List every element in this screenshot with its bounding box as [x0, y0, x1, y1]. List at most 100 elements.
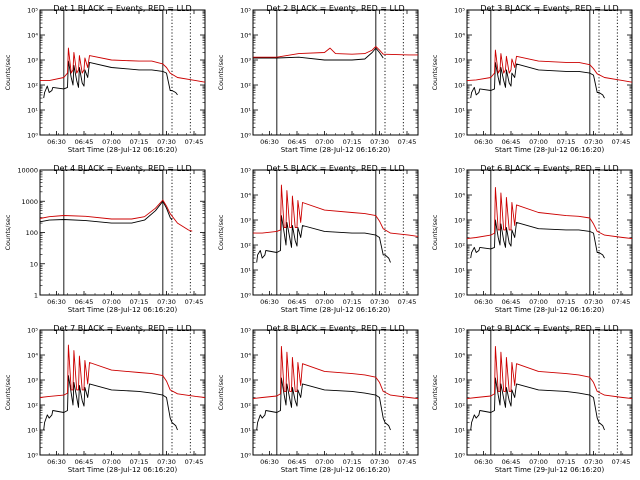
x-tick-label: 07:15 [343, 298, 362, 306]
y-tick-label: 10¹ [240, 267, 251, 275]
y-tick-label: 10⁵ [27, 7, 38, 15]
x-tick-label: 07:45 [185, 298, 204, 306]
x-tick-label: 07:15 [557, 458, 576, 466]
x-tick-label: 06:30 [474, 298, 493, 306]
x-tick-label: 06:45 [502, 298, 521, 306]
series-lld-line [466, 49, 633, 83]
y-tick-label: 10⁵ [454, 167, 465, 175]
x-tick-label: 06:30 [47, 458, 66, 466]
x-tick-label: 07:00 [102, 458, 121, 466]
y-tick-label: 10⁴ [454, 32, 465, 40]
panel-det-7: 10⁰ 10¹ 10² 10³ 10⁴ 10⁵ 06:30 06:45 07:00 07:15 07… [4, 324, 206, 474]
y-axis-label: Counts/sec [4, 214, 12, 250]
y-tick-label: 10⁰ [240, 452, 251, 460]
y-axis-label: Counts/sec [431, 54, 439, 90]
y-tick-label: 10³ [454, 377, 465, 385]
y-axis-label: Counts/sec [217, 54, 225, 90]
x-tick-label: 07:00 [529, 298, 548, 306]
y-tick-label: 10³ [240, 57, 251, 65]
series-events-line [256, 215, 391, 263]
series-lld-line [253, 45, 418, 58]
panel-det-6: 10⁰ 10¹ 10² 10³ 10⁴ 10⁵ 06:30 06:45 07:00 07:15 07… [431, 164, 633, 314]
x-tick-label: 06:30 [474, 458, 493, 466]
y-tick-label: 10³ [240, 377, 251, 385]
x-axis-label: Start Time (28-Jul-12 06:16:20) [281, 146, 391, 154]
series-events-line [470, 377, 605, 431]
y-tick-label: 10⁰ [454, 292, 465, 300]
plot-frame [466, 9, 633, 136]
x-tick-label: 06:45 [75, 458, 94, 466]
x-tick-label: 07:15 [343, 458, 362, 466]
panel-title: Det 5 BLACK = Events, RED = LLD [266, 164, 404, 173]
x-tick-label: 07:30 [370, 138, 389, 146]
x-tick-label: 06:30 [47, 298, 66, 306]
series-lld-line [39, 199, 193, 232]
y-tick-label: 10⁰ [454, 452, 465, 460]
panel-title: Det 1 BLACK = Events, RED = LLD [53, 4, 191, 13]
y-tick-label: 10² [240, 402, 251, 410]
y-tick-label: 10¹ [240, 427, 251, 435]
x-tick-label: 06:30 [260, 458, 279, 466]
series-lld-line [252, 345, 419, 400]
y-tick-label: 10⁰ [27, 132, 38, 140]
panel-det-2: 10⁰ 10¹ 10² 10³ 10⁴ 10⁵ 06:30 06:45 07:00 07:15 07… [217, 4, 419, 154]
x-tick-label: 07:00 [315, 138, 334, 146]
panel-title: Det 9 BLACK = Events, RED = LLD [480, 324, 618, 333]
x-axis-label: Start Time (28-Jul-12 06:16:20) [281, 306, 391, 314]
x-tick-label: 07:30 [370, 458, 389, 466]
y-tick-label: 10⁵ [27, 327, 38, 335]
x-axis-label: Start Time (28-Jul-12 06:16:20) [68, 466, 178, 474]
x-tick-label: 06:45 [288, 458, 307, 466]
panel-title: Det 7 BLACK = Events, RED = LLD [53, 324, 191, 333]
y-tick-label: 10¹ [27, 427, 38, 435]
y-tick-label: 10⁵ [240, 167, 251, 175]
x-tick-label: 07:00 [102, 138, 121, 146]
x-tick-label: 07:45 [612, 458, 631, 466]
x-axis-label: Start Time (28-Jul-12 06:16:20) [495, 306, 605, 314]
y-tick-label: 10⁵ [240, 7, 251, 15]
plot-frame [39, 9, 206, 136]
y-tick-label: 10⁵ [454, 327, 465, 335]
y-tick-label: 10¹ [454, 427, 465, 435]
y-tick-label: 10⁴ [454, 192, 465, 200]
panel-det-1: 10⁰ 10¹ 10² 10³ 10⁴ 10⁵ 06:30 06:45 07:00 07:15 07… [4, 4, 206, 154]
y-tick-label: 10¹ [240, 107, 251, 115]
y-tick-label: 10² [454, 402, 465, 410]
x-tick-label: 07:15 [130, 138, 149, 146]
y-tick-label: 10² [454, 242, 465, 250]
x-tick-label: 06:45 [75, 138, 94, 146]
panel-det-9: 10⁰ 10¹ 10² 10³ 10⁴ 10⁵ 06:30 06:45 07:00 07:15 07… [431, 324, 633, 474]
x-tick-label: 06:30 [47, 138, 66, 146]
y-tick-label: 1000 [21, 198, 38, 206]
x-tick-label: 07:30 [584, 298, 603, 306]
plot-frame [466, 169, 633, 296]
x-axis-label: Start Time (29-Jul-12 06:16:20) [495, 466, 605, 474]
y-tick-label: 10 [30, 260, 38, 268]
y-tick-label: 10⁴ [27, 352, 38, 360]
x-tick-label: 06:45 [502, 458, 521, 466]
x-axis-label: Start Time (28-Jul-12 06:16:20) [68, 306, 178, 314]
y-tick-label: 10² [240, 82, 251, 90]
x-tick-label: 07:30 [584, 138, 603, 146]
y-tick-label: 10² [27, 402, 38, 410]
x-tick-label: 07:15 [557, 138, 576, 146]
y-tick-label: 10³ [454, 217, 465, 225]
plot-frame [252, 9, 419, 136]
y-tick-label: 10¹ [27, 107, 38, 115]
x-tick-label: 07:30 [157, 458, 176, 466]
x-tick-label: 07:45 [398, 298, 417, 306]
y-axis-label: Counts/sec [431, 214, 439, 250]
x-tick-label: 07:45 [612, 298, 631, 306]
x-tick-label: 07:45 [185, 138, 204, 146]
series-lld-line [39, 344, 206, 398]
panel-det-3: 10⁰ 10¹ 10² 10³ 10⁴ 10⁵ 06:30 06:45 07:00 07:15 07… [431, 4, 633, 154]
series-events-line [470, 219, 605, 259]
x-axis-label: Start Time (28-Jul-12 06:16:20) [281, 466, 391, 474]
y-axis-label: Counts/sec [4, 374, 12, 410]
y-tick-label: 10⁵ [240, 327, 251, 335]
series-events-line [43, 375, 178, 431]
y-axis-label: Counts/sec [217, 214, 225, 250]
panel-title: Det 2 BLACK = Events, RED = LLD [266, 4, 404, 13]
series-lld-line [466, 187, 633, 240]
series-events-line [253, 47, 384, 61]
